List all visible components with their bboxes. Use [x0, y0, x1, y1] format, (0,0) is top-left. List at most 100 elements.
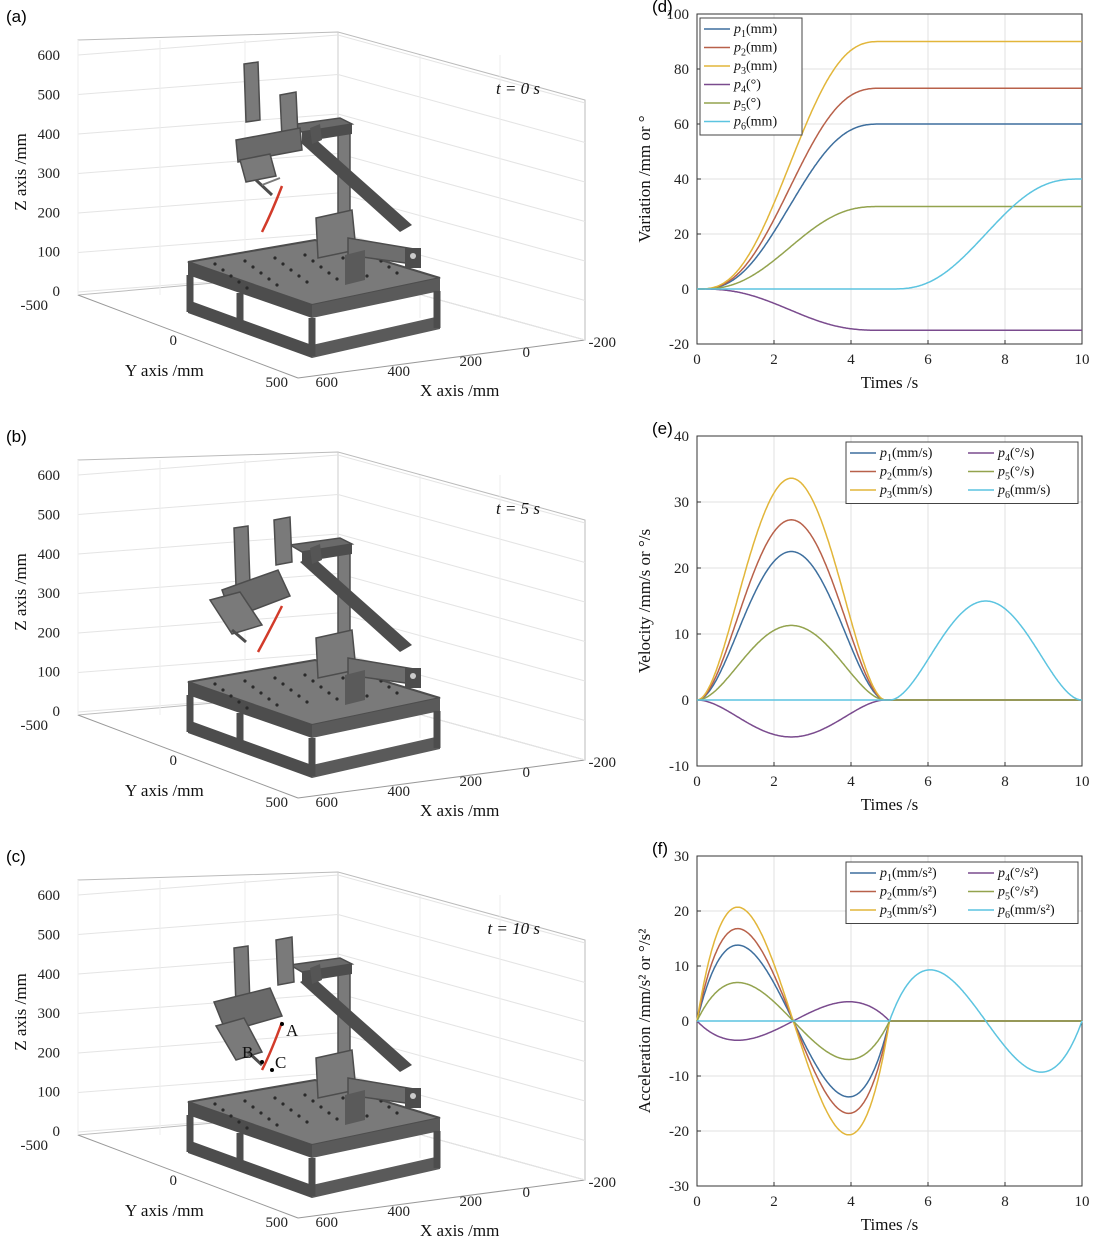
robot-column [287, 117, 421, 285]
y-tick-label: 500 [266, 795, 289, 811]
z-tick-label: 0 [53, 1124, 61, 1140]
trajectory-point [270, 1068, 274, 1072]
panel-label: (b) [6, 427, 27, 446]
y-tick-label: -20 [669, 337, 689, 353]
z-tick-label: 600 [38, 888, 61, 904]
legend-entry: p3(mm/s) [879, 483, 933, 501]
point-label-c: C [275, 1053, 286, 1072]
legend-entry: p4(°/s²) [997, 866, 1039, 884]
x-axis-label: Times /s [861, 1215, 918, 1234]
axis-box [77, 871, 586, 1219]
y-tick-label: 60 [674, 117, 689, 133]
trajectory-point [280, 1022, 284, 1026]
y-tick-label: 0 [170, 1173, 178, 1189]
y-tick-label: -20 [669, 1124, 689, 1140]
legend-entry: p3(mm/s²) [879, 903, 937, 921]
y-axis-label: Acceleration /mm/s² or °/s² [635, 929, 654, 1114]
x-tick-label: 4 [847, 1194, 855, 1210]
y-tick-label: 500 [266, 1215, 289, 1231]
trajectory-curve [260, 185, 284, 233]
time-annotation: t = 10 s [487, 919, 540, 938]
x-tick-label: 8 [1001, 774, 1009, 790]
x-axis-label: Times /s [861, 795, 918, 814]
panel-label: (a) [6, 7, 27, 26]
legend-entry: p6(mm/s²) [997, 903, 1055, 921]
time-annotation: t = 0 s [496, 79, 540, 98]
series-line-p5 [697, 205, 1082, 290]
x-tick-label: 2 [770, 352, 778, 368]
z-tick-label: 200 [38, 205, 61, 221]
y-tick-label: 30 [674, 495, 689, 511]
x-tick-label: 0 [523, 1185, 531, 1201]
legend-entry: p4(°/s) [997, 446, 1035, 464]
x-tick-label: -200 [589, 755, 617, 771]
x-tick-label: 8 [1001, 352, 1009, 368]
robot-base-frame [186, 238, 441, 358]
series-line-p4 [697, 288, 1082, 332]
y-axis-label: Y axis /mm [125, 781, 204, 800]
x-tick-label: 8 [1001, 1194, 1009, 1210]
legend: p1(mm/s²)p2(mm/s²)p3(mm/s²) p4(°/s²)p5(°/… [845, 861, 1079, 924]
y-tick-label: 500 [266, 375, 289, 391]
legend: p1(mm/s)p2(mm/s)p3(mm/s) p4(°/s)p5(°/s)p6… [845, 441, 1079, 504]
x-tick-label: 600 [316, 795, 339, 811]
x-tick-label: 6 [924, 774, 932, 790]
z-tick-label: 400 [38, 547, 61, 563]
x-axis-label: X axis /mm [420, 381, 499, 400]
x-tick-label: 6 [924, 1194, 932, 1210]
x-tick-label: 400 [388, 784, 411, 800]
x-tick-label: -200 [589, 335, 617, 351]
y-tick-label: 80 [674, 62, 689, 78]
x-tick-label: 4 [847, 352, 855, 368]
z-tick-label: 300 [38, 586, 61, 602]
x-tick-label: 10 [1075, 774, 1090, 790]
panel-label: (d) [652, 0, 673, 16]
x-tick-label: 200 [460, 354, 483, 370]
y-axis-label: Velocity /mm/s or °/s [635, 529, 654, 673]
z-tick-label: 500 [38, 928, 61, 944]
series-line-p3 [696, 477, 1082, 701]
y-tick-label: 0 [170, 753, 178, 769]
robot-base-frame [186, 658, 441, 778]
y-axis-label: Variation /mm or ° [635, 115, 654, 242]
y-tick-label: -500 [21, 1138, 49, 1154]
x-tick-label: 0 [523, 345, 531, 361]
series-line-p3 [697, 40, 1082, 290]
series-line-p1 [697, 123, 1082, 290]
y-tick-label: 0 [682, 282, 690, 298]
legend-entry: p5(°) [733, 96, 761, 114]
series-line-p2 [696, 519, 1082, 701]
y-tick-label: 20 [674, 904, 689, 920]
legend-entry: p1(mm/s²) [879, 866, 937, 884]
x-tick-label: 200 [460, 1194, 483, 1210]
y-tick-label: -500 [21, 298, 49, 314]
x-tick-label: 600 [316, 375, 339, 391]
legend-entry: p6(mm/s) [997, 483, 1051, 501]
x-tick-label: 0 [693, 1194, 701, 1210]
panel-label: (f) [652, 839, 668, 858]
legend-entry: p4(°) [733, 78, 761, 96]
series-line-p4 [697, 699, 1082, 738]
y-tick-label: 0 [170, 333, 178, 349]
x-tick-label: 6 [924, 352, 932, 368]
y-tick-label: 100 [667, 7, 690, 23]
x-axis-label: Times /s [861, 373, 918, 392]
y-tick-label: 10 [674, 627, 689, 643]
legend-entry: p1(mm/s) [879, 446, 933, 464]
y-tick-label: 0 [682, 693, 690, 709]
series-line-p6 [697, 600, 1082, 701]
y-tick-label: 40 [674, 429, 689, 445]
robot-arm [235, 61, 303, 233]
z-tick-label: 200 [38, 1045, 61, 1061]
panel-label: (e) [652, 419, 673, 438]
x-tick-label: 400 [388, 1204, 411, 1220]
x-tick-label: 200 [460, 774, 483, 790]
robot-column [287, 957, 421, 1125]
y-tick-label: -30 [669, 1179, 689, 1195]
